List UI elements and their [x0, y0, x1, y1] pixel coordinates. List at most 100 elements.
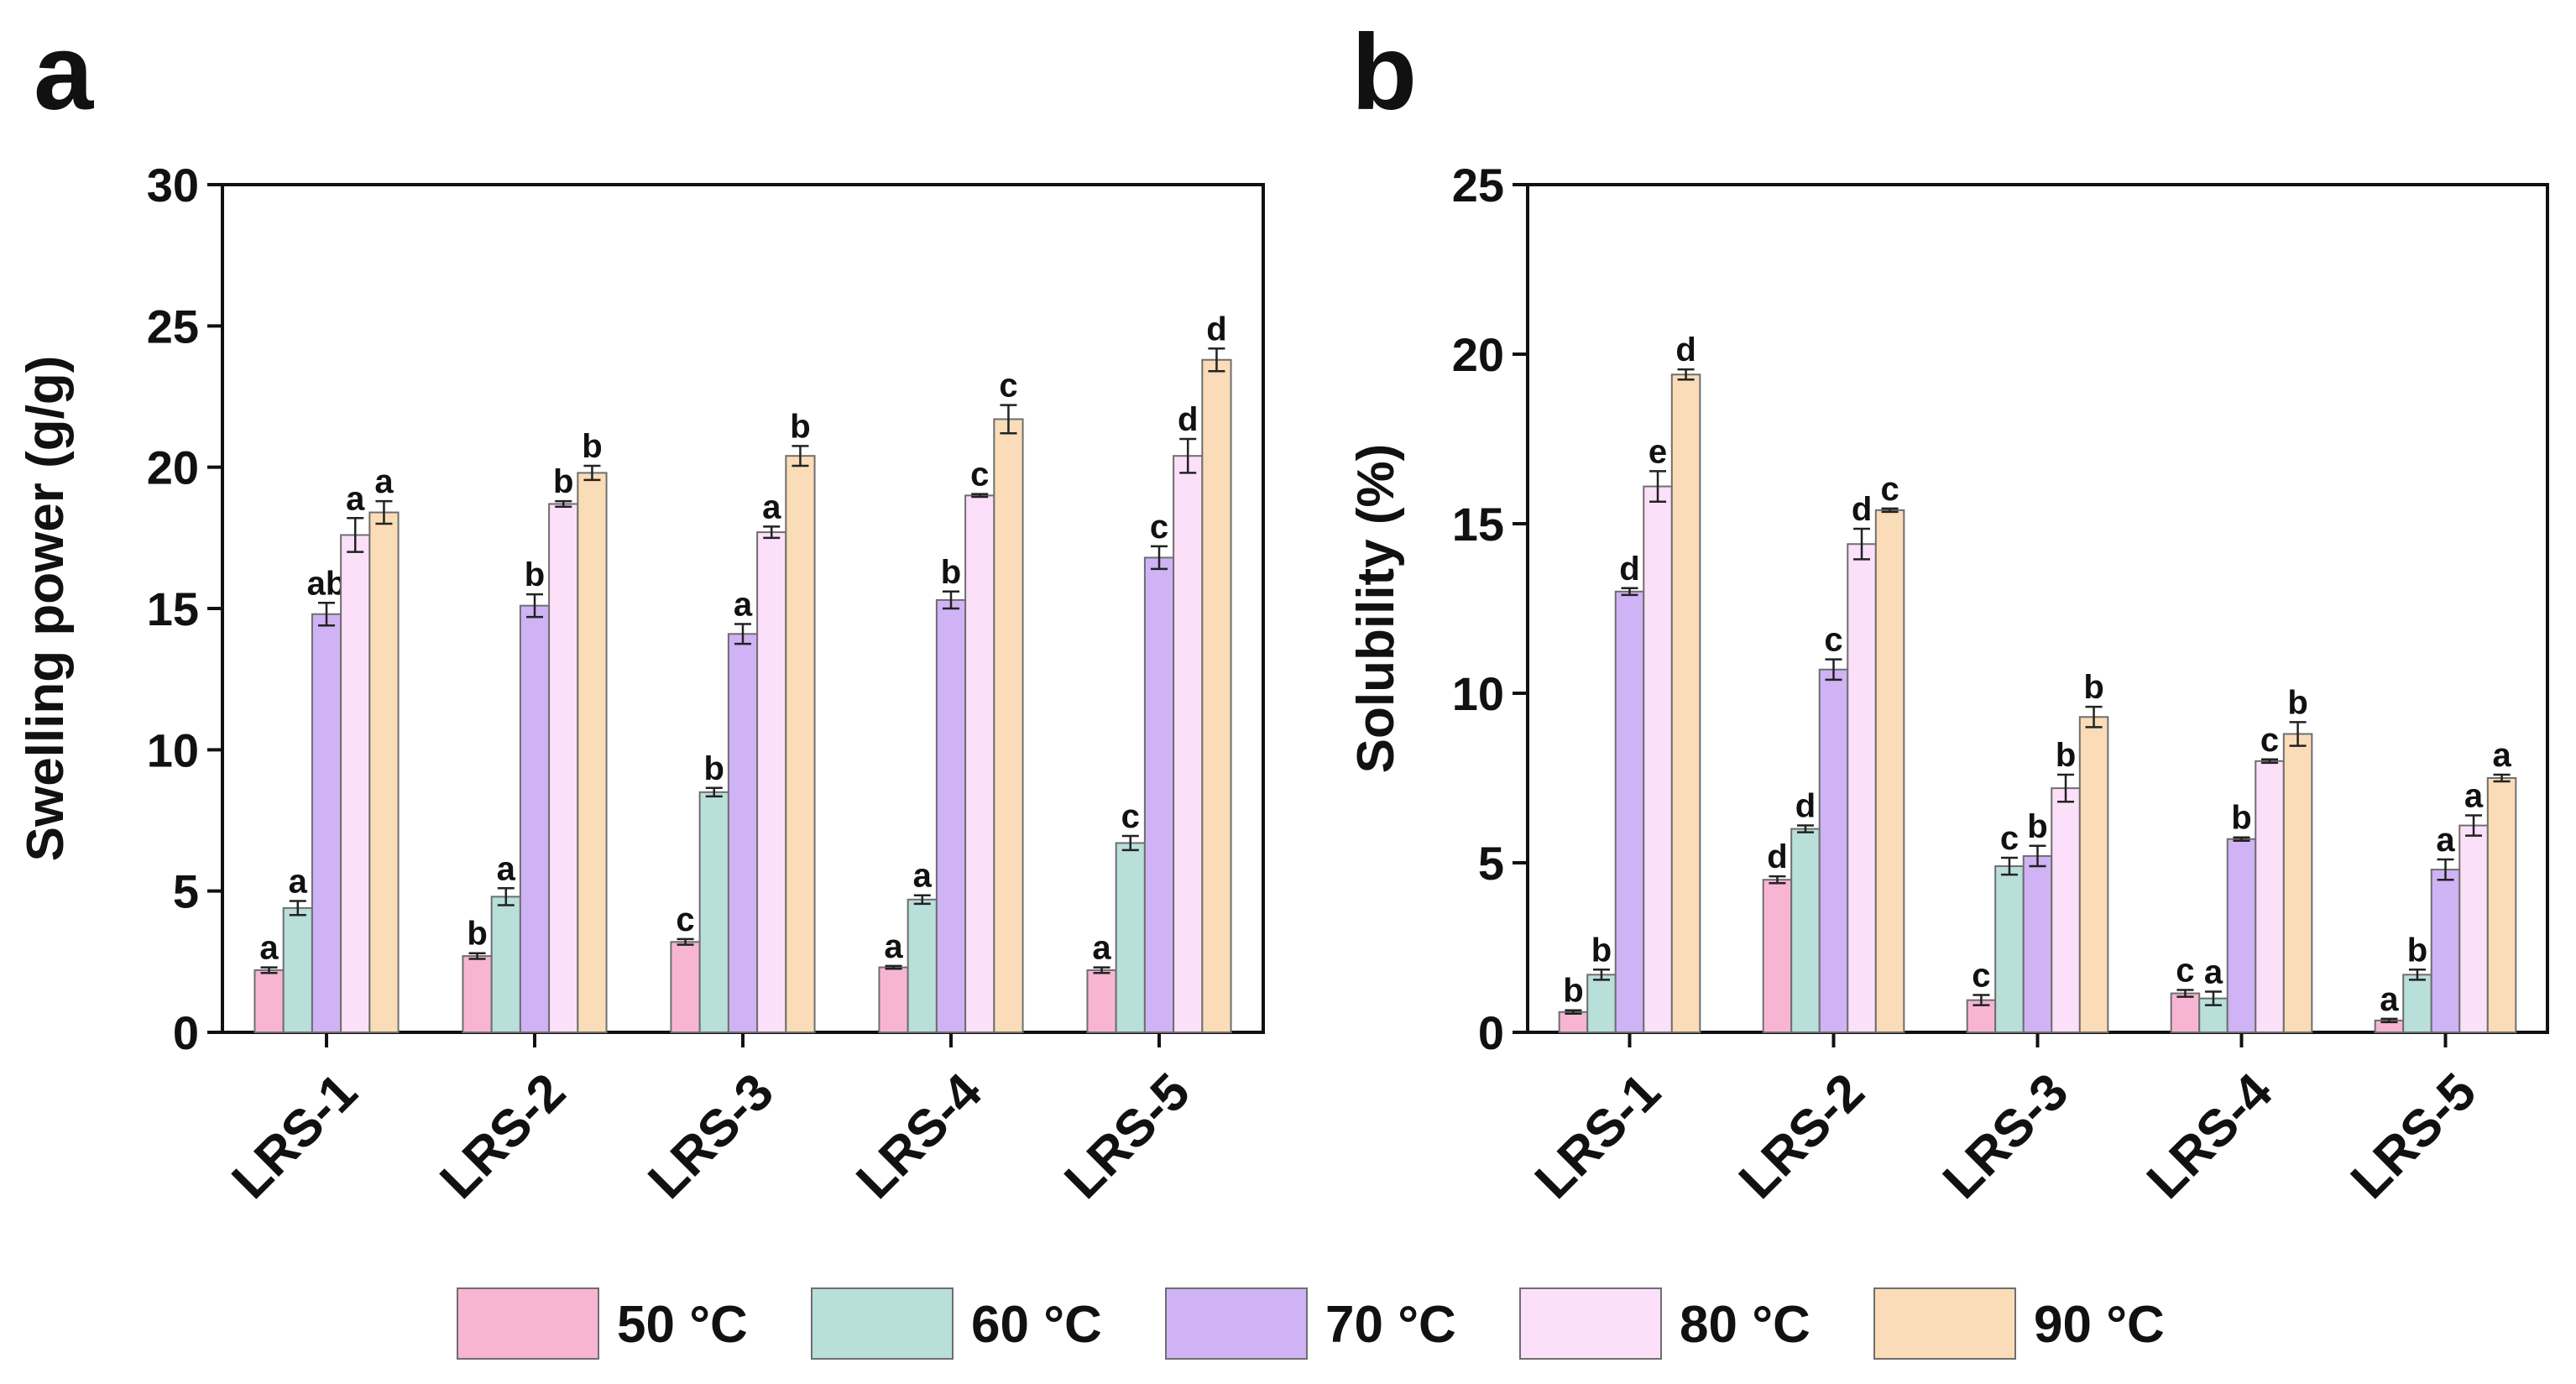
bar	[935, 598, 967, 1033]
significance-letter: d	[1206, 311, 1226, 347]
panel-label-a: a	[34, 13, 94, 133]
bar	[2282, 733, 2313, 1033]
significance-letter: c	[1121, 798, 1140, 835]
significance-letter: b	[582, 428, 602, 465]
significance-letter: c	[999, 368, 1017, 405]
bar	[1173, 455, 1204, 1033]
error-bar	[2261, 758, 2279, 765]
bar	[670, 941, 701, 1034]
significance-letter: b	[467, 916, 487, 953]
bar	[1874, 509, 1905, 1033]
significance-letter: c	[2000, 820, 2019, 857]
significance-letter: c	[1824, 622, 1842, 659]
x-category-label: LRS-4	[845, 1063, 993, 1210]
error-bar	[2176, 989, 2194, 998]
error-bar	[2465, 814, 2483, 837]
error-bar	[497, 887, 515, 906]
bar	[2170, 992, 2201, 1034]
x-category-label: LRS-1	[1524, 1063, 1671, 1209]
error-bar	[468, 952, 486, 960]
legend-swatch	[1873, 1287, 2016, 1360]
bar	[993, 418, 1024, 1033]
legend-swatch	[457, 1287, 599, 1360]
bar	[1558, 1011, 1589, 1034]
legend-label: 90 °C	[2034, 1296, 2165, 1354]
bar	[1201, 358, 1232, 1033]
error-bar	[2204, 990, 2222, 1006]
error-bar	[1151, 545, 1168, 571]
bar	[1115, 842, 1146, 1034]
bar	[253, 969, 285, 1034]
bar	[1762, 879, 1793, 1033]
y-tick-label: 15	[1452, 498, 1504, 551]
bar	[907, 898, 938, 1034]
y-tick-label: 30	[147, 159, 199, 212]
significance-letter: a	[2204, 954, 2223, 991]
bar	[282, 906, 313, 1034]
bar	[964, 494, 995, 1033]
significance-letter: ab	[307, 565, 347, 602]
bar	[2051, 787, 2081, 1033]
bar	[2486, 777, 2517, 1033]
x-category-label: LRS-5	[2340, 1063, 2487, 1209]
significance-letter: b	[525, 556, 545, 593]
bar	[698, 791, 729, 1033]
bar	[756, 531, 787, 1033]
bar	[577, 472, 608, 1033]
bar	[785, 455, 816, 1033]
bar	[2226, 838, 2257, 1033]
y-tick-label: 25	[1452, 159, 1504, 212]
bar	[1847, 543, 1877, 1033]
bar	[548, 503, 579, 1033]
significance-letter: b	[2231, 800, 2251, 837]
significance-letter: b	[553, 463, 573, 500]
significance-letter: c	[1150, 509, 1168, 546]
significance-letter: a	[2380, 981, 2399, 1018]
y-tick-label: 20	[1452, 328, 1504, 381]
bar	[1143, 556, 1175, 1033]
error-bar	[971, 493, 989, 499]
significance-letter: a	[346, 480, 365, 517]
significance-letter: a	[2436, 822, 2455, 859]
legend-label: 70 °C	[1325, 1296, 1456, 1354]
x-category-label: LRS-4	[2136, 1063, 2284, 1210]
bar	[311, 613, 342, 1033]
error-bar	[1649, 470, 1667, 503]
bar	[462, 955, 493, 1033]
error-bar	[1121, 834, 1139, 852]
significance-letter: b	[2083, 669, 2103, 706]
significance-letter: a	[913, 858, 933, 895]
significance-letter: b	[2027, 808, 2047, 845]
significance-letter: b	[941, 554, 961, 591]
legend: 50 °C 60 °C 70 °C 80 °C 90 °C	[457, 1287, 2165, 1360]
error-bar	[347, 517, 364, 553]
significance-letter: c	[1880, 471, 1899, 508]
significance-letter: d	[1795, 788, 1816, 825]
significance-letter: a	[734, 587, 753, 624]
error-bar	[318, 602, 335, 627]
error-bar	[763, 525, 781, 540]
significance-letter: c	[676, 901, 694, 938]
error-bar	[1592, 969, 1610, 981]
bar	[368, 511, 400, 1033]
error-bar	[1796, 824, 1814, 833]
y-tick-label: 5	[1478, 837, 1504, 890]
bar	[490, 896, 521, 1034]
significance-letter: c	[1972, 958, 1990, 995]
error-bar	[677, 937, 694, 946]
error-bar	[792, 445, 809, 467]
legend-label: 50 °C	[617, 1296, 748, 1354]
significance-letter: d	[1619, 551, 1639, 588]
significance-letter: b	[1591, 932, 1612, 969]
bar	[878, 966, 909, 1033]
legend-swatch	[1519, 1287, 1662, 1360]
bar	[2078, 716, 2109, 1034]
significance-letter: c	[2176, 953, 2194, 990]
bar	[2022, 854, 2053, 1033]
bar	[340, 534, 371, 1033]
error-bar	[375, 499, 393, 525]
legend-label: 60 °C	[971, 1296, 1102, 1354]
panel-label-b: b	[1351, 13, 1417, 133]
significance-letter: a	[497, 850, 516, 887]
